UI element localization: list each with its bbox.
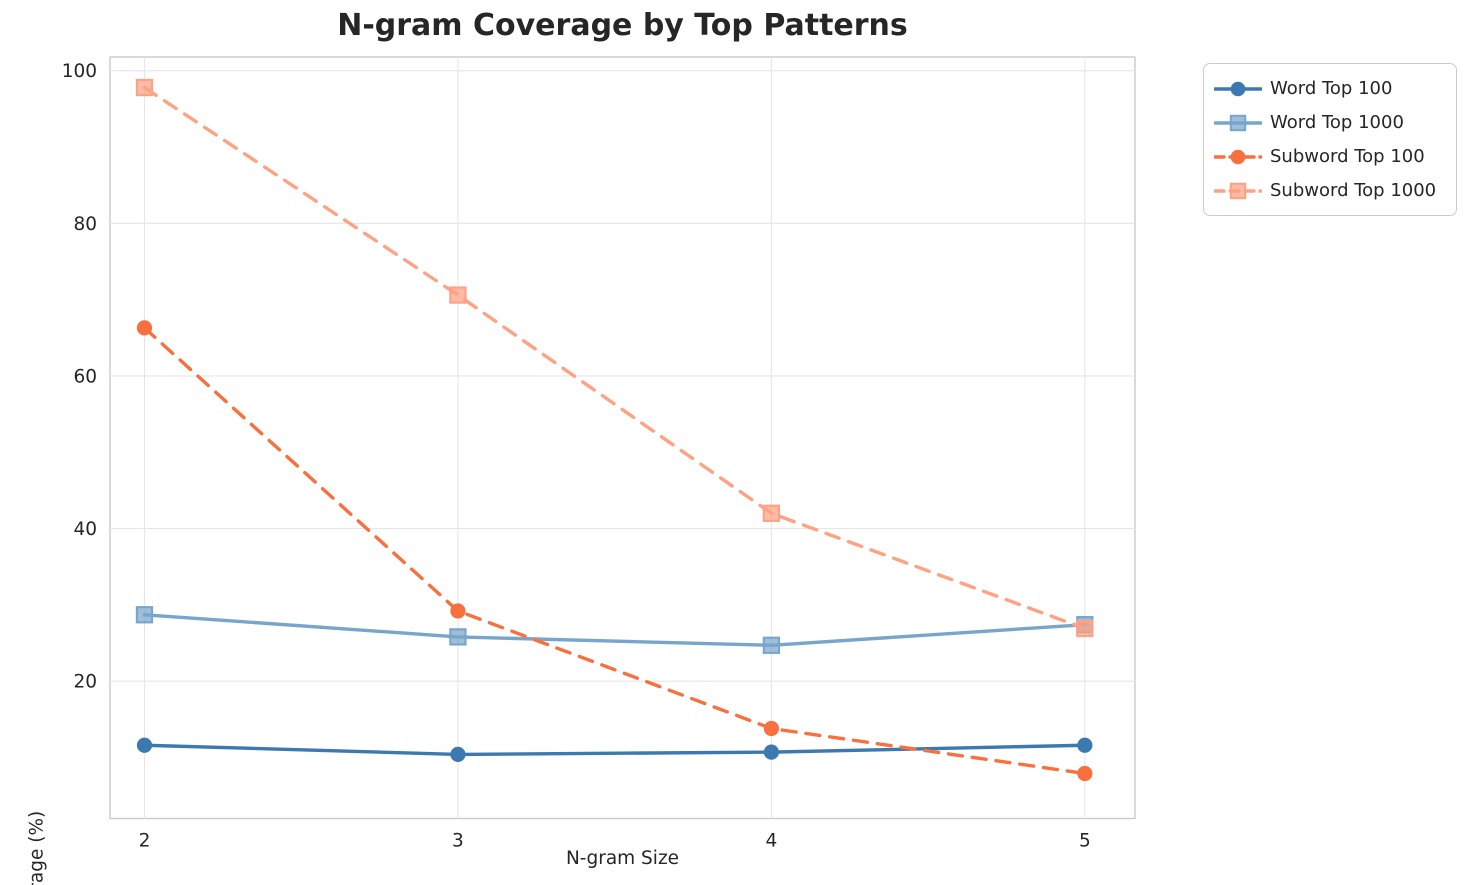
data-point-marker (1076, 619, 1094, 638)
data-point-marker (762, 636, 781, 654)
y-tick-label: 80 (73, 214, 97, 235)
data-point-marker (449, 286, 467, 304)
data-point-marker (1077, 737, 1093, 753)
legend-sample-marker (1229, 182, 1247, 199)
legend-item-word-top-100: Word Top 100 (1214, 75, 1444, 102)
data-point-marker (763, 720, 779, 737)
legend-sample-marker (1230, 149, 1246, 164)
legend-sample-marker (1230, 81, 1246, 96)
data-point-marker (135, 78, 154, 97)
x-tick-label: 2 (139, 831, 151, 852)
y-tick-label: 60 (73, 366, 97, 387)
legend-line-circle-marker-icon (1214, 149, 1262, 164)
x-tick-label: 4 (766, 831, 778, 852)
legend-line-circle-marker-icon (1214, 81, 1262, 96)
series-line-subword-top-100 (142, 326, 1087, 776)
chart-title: N-gram Coverage by Top Patterns (337, 8, 908, 43)
data-point-marker (762, 504, 781, 522)
legend-item-word-top-1000: Word Top 1000 (1214, 109, 1444, 136)
series-line-word-top-100 (142, 743, 1087, 757)
series-line-subword-top-1000 (142, 85, 1087, 631)
legend-label: Subword Top 100 (1270, 146, 1425, 167)
legend-line-square-marker-icon (1214, 114, 1262, 131)
y-tick-label: 100 (62, 61, 97, 82)
data-point-marker (449, 628, 467, 646)
data-point-marker (450, 746, 466, 763)
series-line-word-top-1000 (142, 613, 1087, 647)
legend: Word Top 100 Word Top 1000 Subword Top 100… (1203, 63, 1457, 216)
data-point-marker (136, 320, 153, 336)
data-point-marker (136, 737, 153, 753)
y-tick-label: 20 (73, 672, 97, 693)
data-point-marker (763, 744, 779, 760)
y-tick-label: 40 (73, 519, 97, 540)
legend-item-subword-top-100: Subword Top 100 (1214, 143, 1444, 170)
legend-label: Word Top 1000 (1270, 112, 1404, 133)
legend-item-subword-top-1000: Subword Top 1000 (1214, 177, 1444, 204)
x-tick-label: 5 (1079, 831, 1091, 852)
legend-label: Word Top 100 (1270, 78, 1393, 99)
plot-area (109, 56, 1136, 820)
x-tick-label: 3 (452, 831, 464, 852)
legend-sample-marker (1229, 114, 1247, 131)
legend-line-square-marker-icon (1214, 182, 1262, 199)
data-point-marker (1077, 765, 1093, 782)
data-point-marker (450, 603, 466, 619)
x-axis-label: N-gram Size (565, 848, 680, 869)
y-axis-label: Coverage (%) (26, 810, 48, 885)
data-point-marker (135, 606, 154, 624)
legend-label: Subword Top 1000 (1270, 180, 1437, 201)
